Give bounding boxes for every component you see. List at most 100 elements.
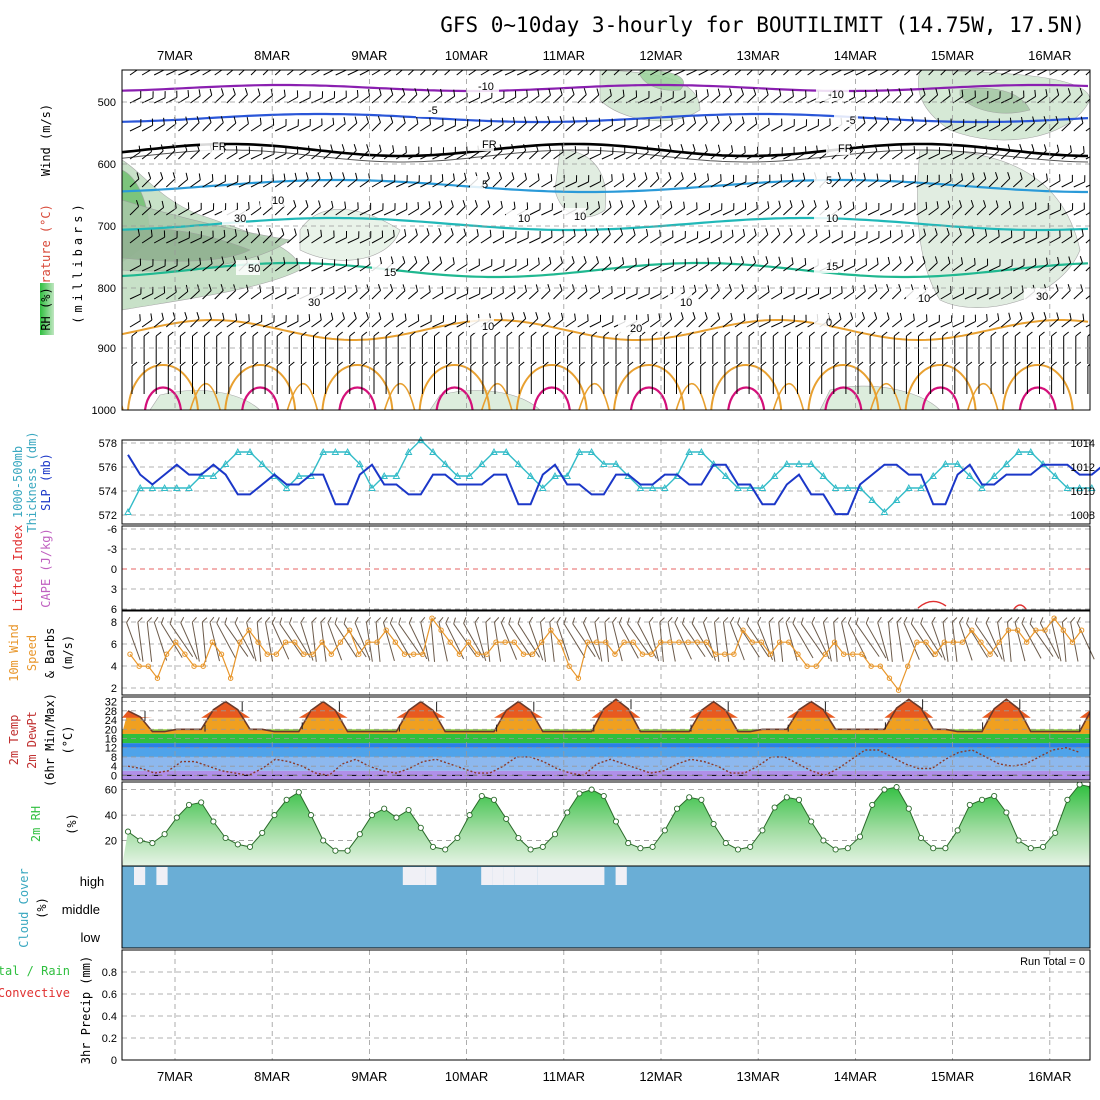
wind-barb-flag bbox=[801, 199, 805, 207]
surface-barb-flag bbox=[446, 361, 452, 367]
wind-barb-flag bbox=[801, 61, 807, 68]
surface-barb bbox=[1002, 331, 1009, 364]
surface-barb-flag bbox=[797, 331, 803, 337]
wind-barb-10m-flag bbox=[271, 616, 276, 624]
wind-barb-staff bbox=[492, 207, 503, 216]
wind-barb-flag bbox=[900, 145, 903, 153]
hot-lobe bbox=[824, 386, 863, 410]
precip-convective-label: Convective bbox=[0, 986, 70, 1000]
wind-barb bbox=[964, 199, 974, 216]
wind-barb-staff bbox=[492, 150, 503, 160]
wind-barb bbox=[710, 88, 721, 104]
wind-barb bbox=[335, 90, 347, 104]
contour-label-bg bbox=[222, 210, 246, 225]
wind-barb bbox=[940, 227, 950, 244]
surface-barb bbox=[603, 331, 610, 364]
wind-barb bbox=[1073, 70, 1084, 76]
wind-barb-staff bbox=[444, 234, 454, 244]
wind-barb-flag bbox=[611, 174, 613, 181]
wind-speed-point bbox=[264, 651, 270, 657]
wind-barb-flag bbox=[417, 202, 420, 209]
wind-barb-staff bbox=[565, 70, 576, 76]
wind-barb-staff bbox=[650, 293, 662, 300]
wind-barb-flag bbox=[402, 87, 406, 95]
wind-barb-10m bbox=[517, 617, 540, 658]
rh-point bbox=[1015, 837, 1022, 844]
wind-barb-staff bbox=[504, 237, 517, 244]
rh-point bbox=[527, 846, 534, 853]
wind-speed-point bbox=[237, 639, 243, 645]
surface-barb-flag bbox=[325, 361, 331, 367]
contour-label: 10 bbox=[918, 293, 930, 305]
wind-speed-point bbox=[841, 651, 847, 657]
slp-tick-label: 1014 bbox=[1071, 438, 1095, 450]
wind-barb-staff bbox=[1049, 318, 1059, 328]
thickness-point bbox=[172, 483, 181, 491]
wind-barb-staff bbox=[226, 94, 236, 104]
thickness-point bbox=[758, 483, 767, 491]
wind-barb-10m-flag bbox=[494, 617, 500, 623]
wind-barb bbox=[1061, 70, 1072, 76]
rh-point bbox=[978, 796, 986, 803]
wind-barb-10m bbox=[398, 617, 423, 657]
wind-barb bbox=[1000, 230, 1013, 244]
wind-barb-flag bbox=[876, 173, 879, 181]
wind-barb-staff bbox=[831, 318, 842, 328]
surface-barb bbox=[192, 331, 198, 364]
wind-barb bbox=[637, 258, 650, 272]
wind-barb bbox=[940, 256, 951, 272]
wind-barb-flag bbox=[611, 118, 613, 126]
wind-barb bbox=[879, 256, 891, 272]
wind-barb-staff bbox=[577, 234, 588, 244]
wind-barb bbox=[1049, 256, 1060, 272]
wind-barb-10m-staff bbox=[722, 622, 730, 662]
wind-barb bbox=[311, 229, 323, 244]
wind-barb-10m bbox=[311, 617, 317, 662]
cloud-clear-gap bbox=[514, 867, 538, 885]
wind-barb-10m bbox=[320, 617, 327, 662]
wind-barb-flag bbox=[1043, 144, 1047, 151]
wind-barb bbox=[153, 117, 165, 132]
wind-barb-10m-flag bbox=[942, 617, 948, 623]
wind-barb-10m-flag bbox=[201, 617, 208, 623]
wind-barb-flag bbox=[1022, 63, 1027, 70]
wind-speed-point bbox=[136, 663, 142, 669]
wind-barb-staff bbox=[577, 123, 588, 132]
wind-barb bbox=[420, 201, 431, 216]
wind-barb-flag bbox=[149, 144, 153, 152]
wind-barb-staff bbox=[226, 235, 237, 244]
wind-barb-flag bbox=[244, 60, 250, 66]
wind-barb bbox=[650, 70, 661, 76]
rh-point bbox=[295, 789, 302, 796]
wind-barb bbox=[831, 286, 843, 300]
wind-barb-flag bbox=[233, 116, 237, 124]
wind-barb-10m bbox=[528, 616, 544, 661]
wind-barb-staff bbox=[1049, 209, 1061, 216]
thickness-point bbox=[941, 459, 950, 467]
wind-barb bbox=[625, 70, 636, 76]
wind-barb-10m bbox=[126, 616, 141, 661]
wind-barb-staff bbox=[855, 70, 868, 76]
wind-barb bbox=[1037, 231, 1049, 244]
wind-barb bbox=[710, 174, 722, 188]
wind-barb bbox=[843, 231, 856, 244]
wind-barb-flag bbox=[512, 117, 516, 124]
wind-barb bbox=[589, 147, 602, 160]
surface-barb bbox=[966, 361, 973, 394]
wind-barb-10m bbox=[216, 617, 237, 659]
wind-barb-flag bbox=[573, 229, 576, 236]
surface-barb bbox=[918, 331, 924, 364]
wind-barb-flag bbox=[321, 118, 323, 126]
wind-barb-flag bbox=[1007, 172, 1011, 179]
surface-barb-flag bbox=[422, 361, 428, 367]
wind-barb-staff bbox=[178, 70, 190, 76]
wind-barb-staff bbox=[190, 318, 200, 328]
wind-barb bbox=[1025, 202, 1037, 216]
contour-label-bg bbox=[834, 112, 858, 127]
rh-axis-label: RH (%) bbox=[39, 287, 53, 330]
wind-barb-staff bbox=[807, 206, 817, 216]
wind-barb-10m-staff bbox=[855, 623, 880, 657]
wind-barb-flag bbox=[221, 256, 225, 264]
contour-label-bg bbox=[506, 210, 530, 225]
wind-barb-flag bbox=[778, 88, 782, 96]
